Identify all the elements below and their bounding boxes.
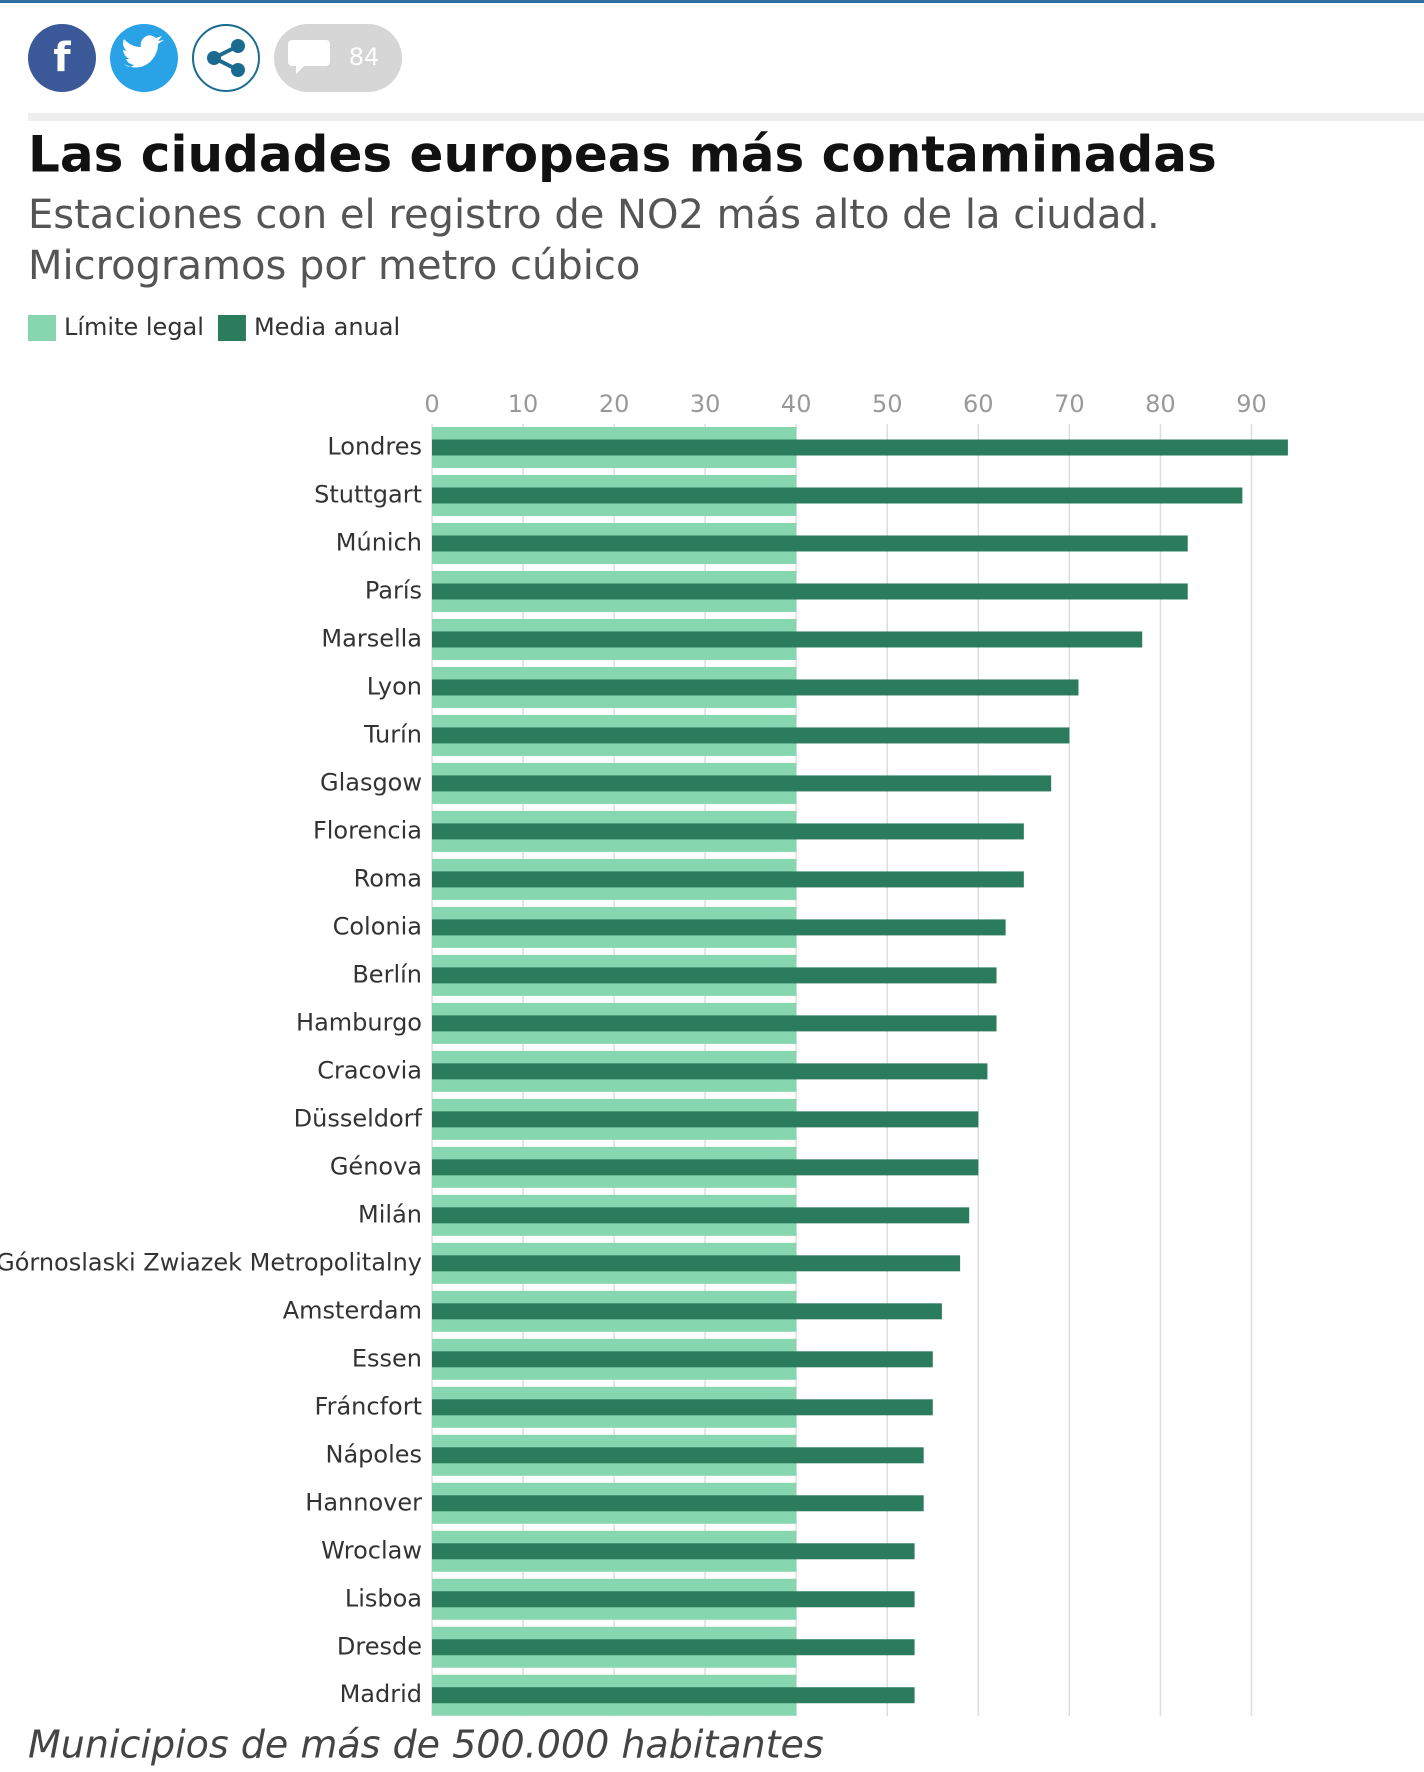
y-tick-label: Fráncfort (315, 1392, 422, 1420)
chart-subtitle: Estaciones con el registro de NO2 más al… (28, 192, 1160, 238)
bar (432, 1207, 970, 1224)
y-tick-label: Glasgow (320, 768, 422, 796)
facebook-icon (28, 24, 96, 92)
x-tick-label: 10 (508, 390, 539, 418)
x-tick-label: 70 (1054, 390, 1085, 418)
x-tick-label: 40 (781, 390, 812, 418)
bar (432, 1447, 924, 1464)
y-tick-label: Turín (363, 720, 422, 748)
bar (432, 1351, 933, 1368)
y-tick-label: Berlín (352, 960, 422, 988)
bar (432, 775, 1052, 792)
y-tick-label: Amsterdam (283, 1296, 422, 1324)
twitter-glyph (123, 35, 164, 68)
y-tick-label: Múnich (336, 528, 422, 556)
bar (432, 1543, 915, 1560)
y-tick-label: Milán (358, 1200, 422, 1228)
y-tick-label: París (365, 576, 422, 604)
x-tick-label: 0 (424, 390, 439, 418)
comment-count: 84 (349, 43, 380, 71)
y-tick-label: Wroclaw (321, 1536, 422, 1564)
legend-swatch (217, 315, 246, 341)
x-tick-label: 60 (963, 390, 994, 418)
bar (432, 1687, 915, 1704)
bar (432, 1399, 933, 1416)
bar (432, 1159, 979, 1176)
y-tick-label: Roma (354, 864, 422, 892)
x-tick-label: 20 (599, 390, 630, 418)
x-tick-label: 50 (872, 390, 903, 418)
y-tick-label: Lisboa (345, 1584, 422, 1612)
share-button[interactable] (192, 24, 260, 92)
legend-label: Límite legal (64, 313, 204, 341)
y-tick-label: Florencia (313, 816, 422, 844)
bar (432, 1063, 988, 1080)
bar (432, 679, 1079, 696)
bar (432, 439, 1288, 456)
x-tick-label: 30 (690, 390, 721, 418)
twitter-button[interactable] (110, 24, 178, 92)
bar (432, 1111, 979, 1128)
facebook-button[interactable]: f (28, 24, 96, 92)
share-glyph (207, 39, 245, 77)
bar (432, 727, 1070, 744)
chart-subtitle: Microgramos por metro cúbico (28, 243, 640, 289)
y-tick-label: Górnoslaski Zwiazek Metropolitalny (0, 1248, 422, 1276)
separator (28, 113, 1424, 121)
y-tick-label: Hamburgo (296, 1008, 422, 1036)
y-tick-label: Madrid (340, 1680, 422, 1708)
plot: 0 10 20 30 40 50 60 70 80 90 Londres Stuttgart Múnic… (0, 390, 1288, 1716)
y-tick-label: Dresde (337, 1632, 422, 1660)
bar (432, 823, 1024, 840)
y-tick-label: Génova (330, 1152, 422, 1180)
legend-label: Media anual (254, 313, 400, 341)
legend: Límite legal Media anual (28, 313, 400, 341)
chart-note: Municipios de más de 500.000 habitantes (28, 1723, 824, 1767)
legend-swatch (28, 315, 56, 341)
y-tick-label: Cracovia (317, 1056, 422, 1084)
bar (432, 919, 1006, 936)
bar (432, 1591, 915, 1608)
comment-glyph (288, 40, 330, 74)
bar (432, 1639, 915, 1656)
bar (432, 583, 1188, 600)
y-tick-label: Lyon (367, 672, 422, 700)
y-tick-label: Nápoles (325, 1440, 422, 1468)
y-tick-label: Colonia (333, 912, 422, 940)
share-icon (192, 24, 260, 92)
bar (432, 631, 1143, 648)
comments-button[interactable]: 84 (274, 24, 402, 92)
bar (432, 1495, 924, 1512)
y-tick-label: Stuttgart (314, 480, 422, 508)
y-tick-label: Düsseldorf (294, 1104, 423, 1132)
bar (432, 535, 1188, 552)
y-tick-label: Marsella (321, 624, 422, 652)
bar (432, 487, 1243, 504)
bar (432, 1255, 961, 1272)
bar (432, 871, 1024, 888)
chart-title: Las ciudades europeas más contaminadas (28, 126, 1217, 184)
x-tick-label: 90 (1236, 390, 1267, 418)
y-tick-label: Hannover (305, 1488, 422, 1516)
bar (432, 1303, 942, 1320)
y-tick-label: Essen (352, 1344, 422, 1372)
x-tick-label: 80 (1145, 390, 1176, 418)
bar (432, 967, 997, 984)
facebook-glyph: f (53, 35, 71, 81)
bar (432, 1015, 997, 1032)
top-border (0, 0, 1424, 3)
y-tick-label: Londres (327, 433, 422, 461)
